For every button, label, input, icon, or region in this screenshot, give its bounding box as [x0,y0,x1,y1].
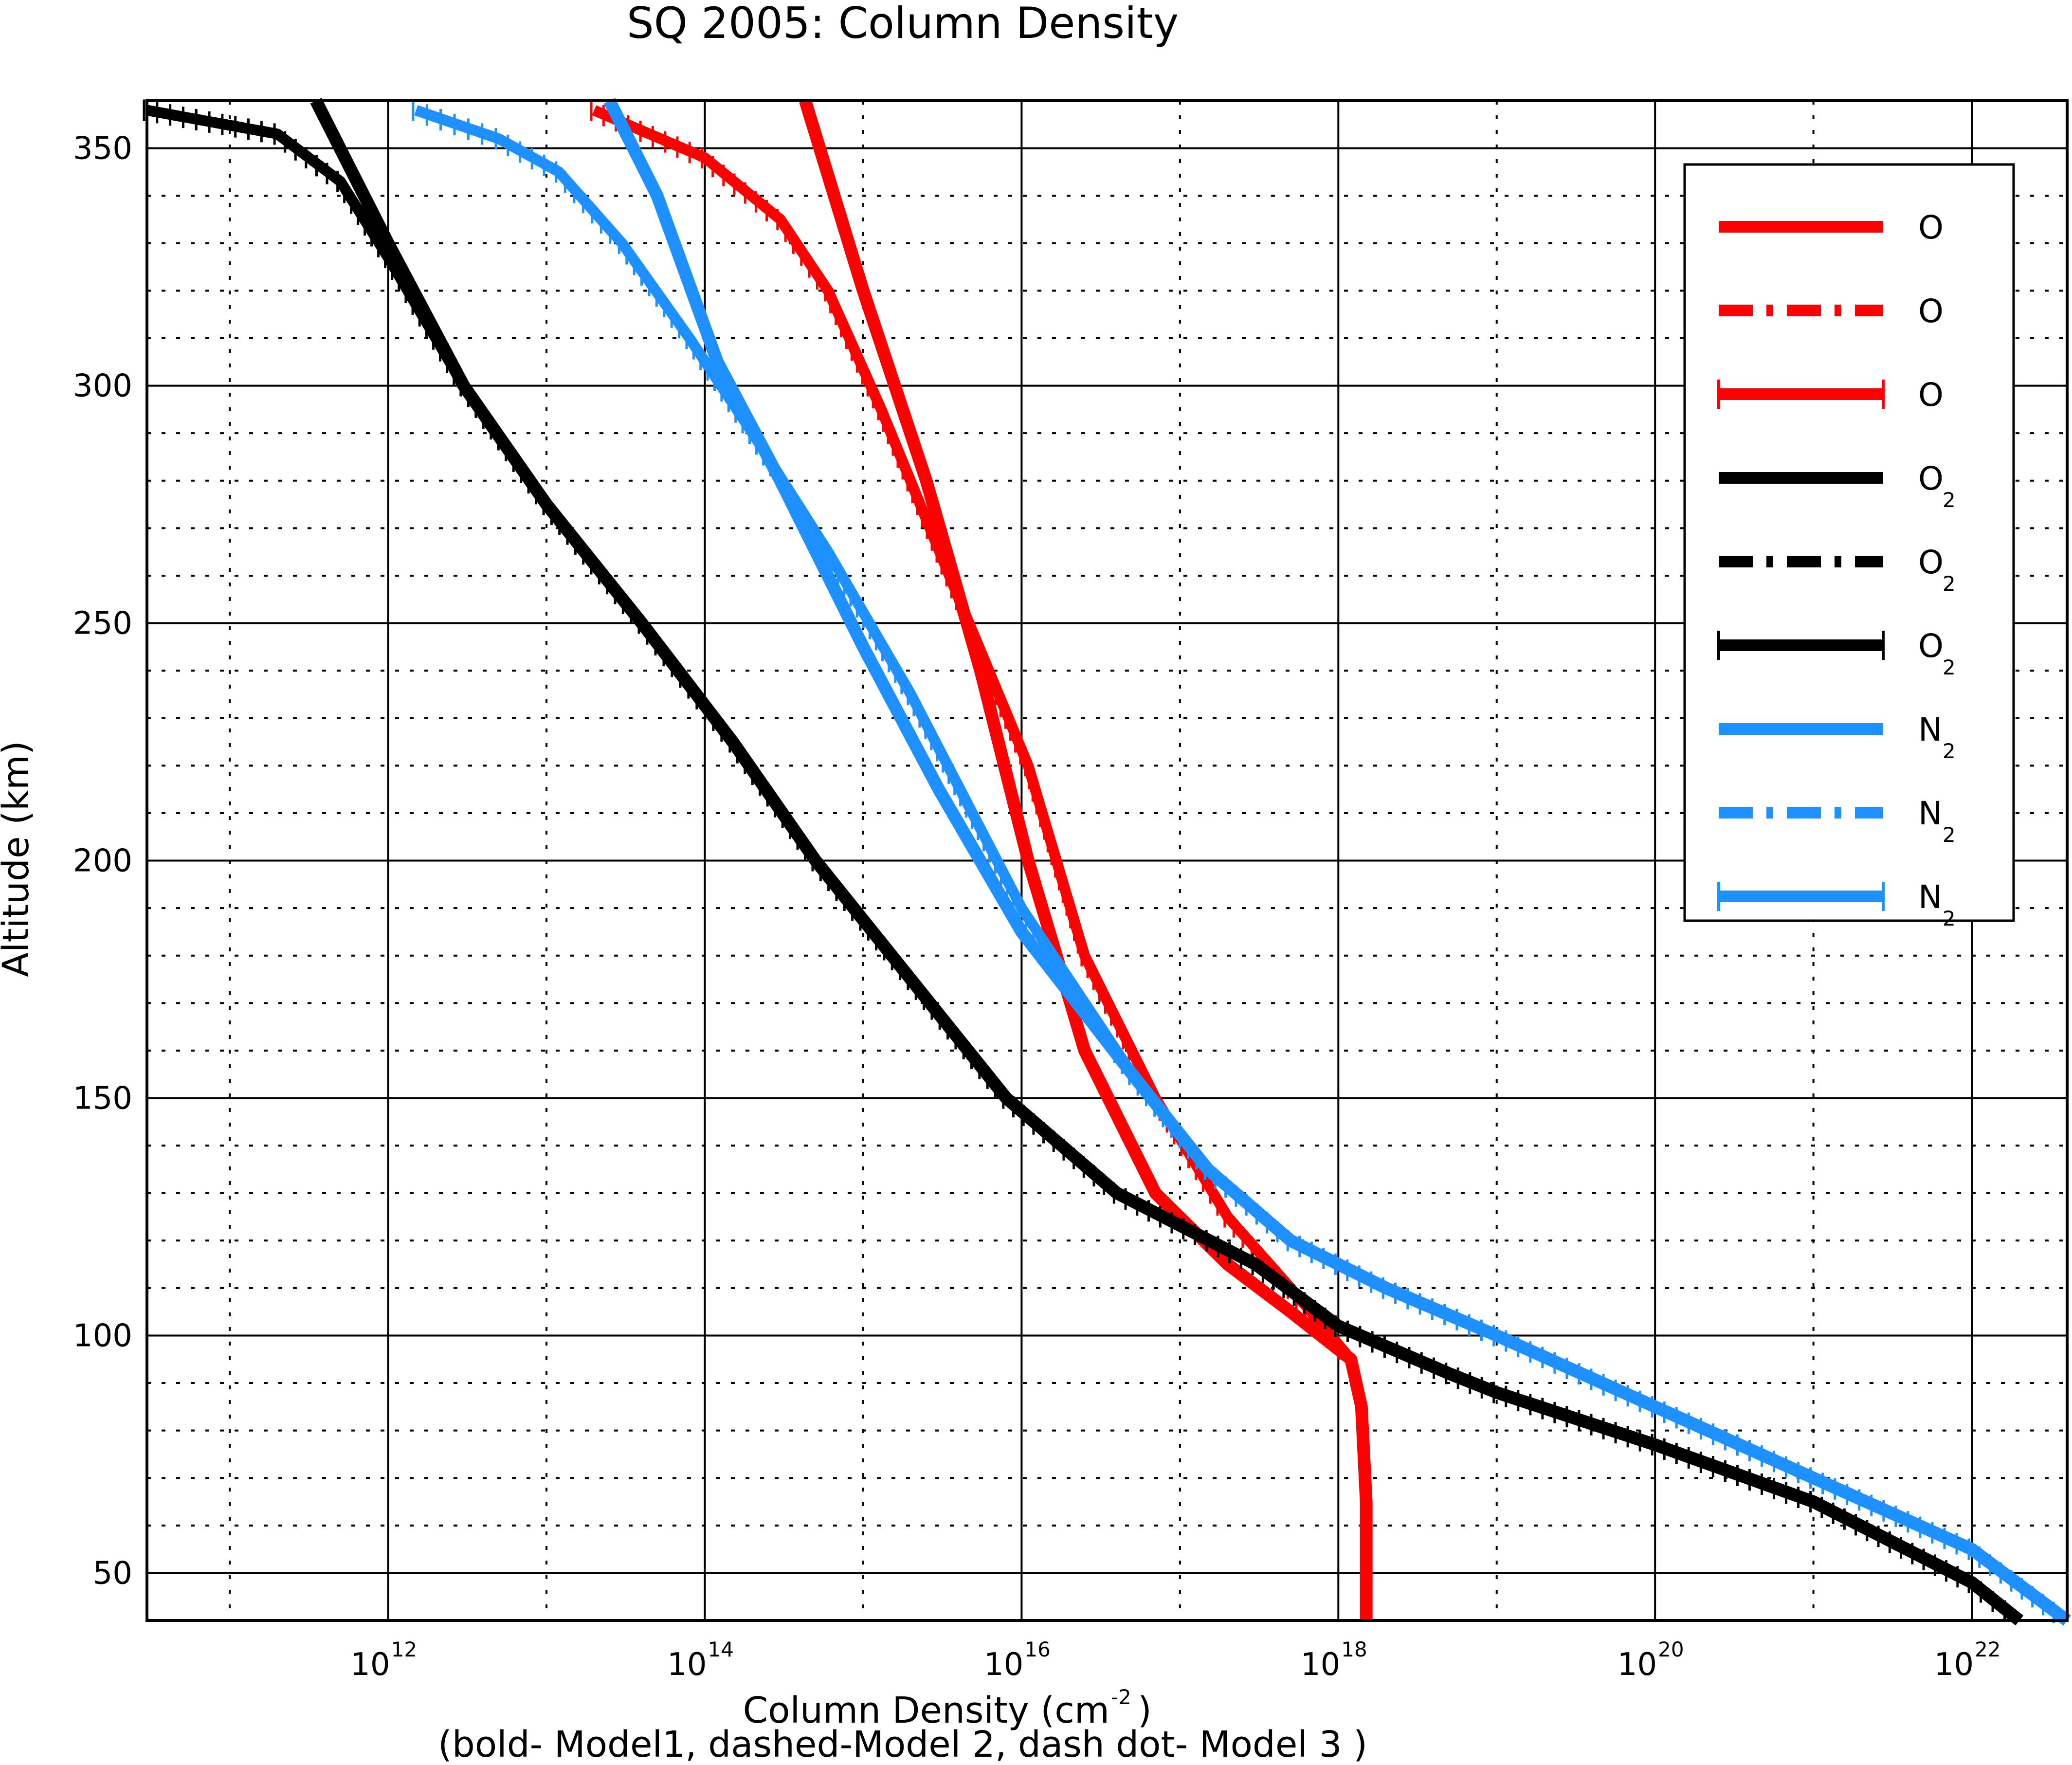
legend-label: N [1918,711,1942,748]
x-tick-label: 10 [984,1647,1023,1683]
y-tick-label: 150 [73,1080,132,1116]
x-tick-label: 10 [1934,1647,1974,1683]
x-axis-label: Column Density (cm [743,1690,1109,1731]
y-tick-label: 100 [73,1318,132,1354]
series-lines [143,98,2071,1626]
y-tick-label: 200 [73,843,132,879]
legend-label-subscript: 2 [1943,655,1956,679]
x-tick-exponent: 22 [1975,1638,2000,1661]
x-tick-labels: 10 12 10 14 10 16 10 18 10 20 10 22 [350,1638,2000,1683]
legend-label: O [1918,376,1944,414]
legend-label-subscript: 2 [1943,572,1956,596]
legend-label: O [1918,209,1944,246]
y-tick-label: 350 [73,131,132,167]
y-tick-labels: 50 100 150 200 250 300 350 [73,131,132,1592]
legend-label: O [1918,544,1944,581]
chart-title: SQ 2005: Column Density [627,0,1179,48]
x-tick-label: 10 [667,1647,707,1683]
x-tick-exponent: 12 [391,1638,417,1661]
x-tick-exponent: 18 [1341,1638,1367,1661]
x-axis-label-close: ) [1138,1690,1152,1731]
series-line-o-dashed-cross [592,105,1372,1620]
y-tick-label: 250 [73,606,132,642]
y-tick-label: 300 [73,368,132,404]
x-tick-exponent: 14 [708,1638,734,1661]
plot-frame [145,99,2069,1622]
x-tick-label: 10 [350,1647,390,1683]
legend-label-subscript: 2 [1943,488,1956,512]
legend-box [1683,163,2015,922]
legend-label-subscript: 2 [1943,739,1956,763]
x-tick-exponent: 16 [1024,1638,1050,1661]
legend-label: N [1918,795,1942,832]
x-tick-label: 10 [1301,1647,1340,1683]
legend-label-subscript: 2 [1943,907,1956,930]
x-axis-subcaption: (bold- Model1, dashed-Model 2, dash dot-… [438,1724,1367,1765]
x-tick-exponent: 20 [1658,1638,1684,1661]
legend-label-subscript: 2 [1943,823,1956,847]
legend-label: O [1918,627,1944,665]
y-axis-label: Altitude (km) [0,741,37,977]
y-tick-label: 50 [93,1555,132,1591]
x-axis-label-superscript: -2 [1111,1685,1131,1709]
plot-border [145,99,2069,1622]
legend-label: O [1918,460,1944,497]
legend-label: N [1918,878,1942,916]
legend-label: O [1918,292,1944,330]
x-tick-label: 10 [1618,1647,1657,1683]
